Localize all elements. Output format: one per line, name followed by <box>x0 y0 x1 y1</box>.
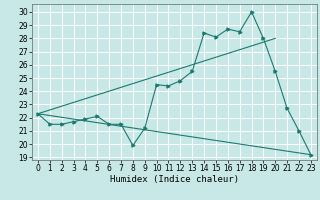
X-axis label: Humidex (Indice chaleur): Humidex (Indice chaleur) <box>110 175 239 184</box>
